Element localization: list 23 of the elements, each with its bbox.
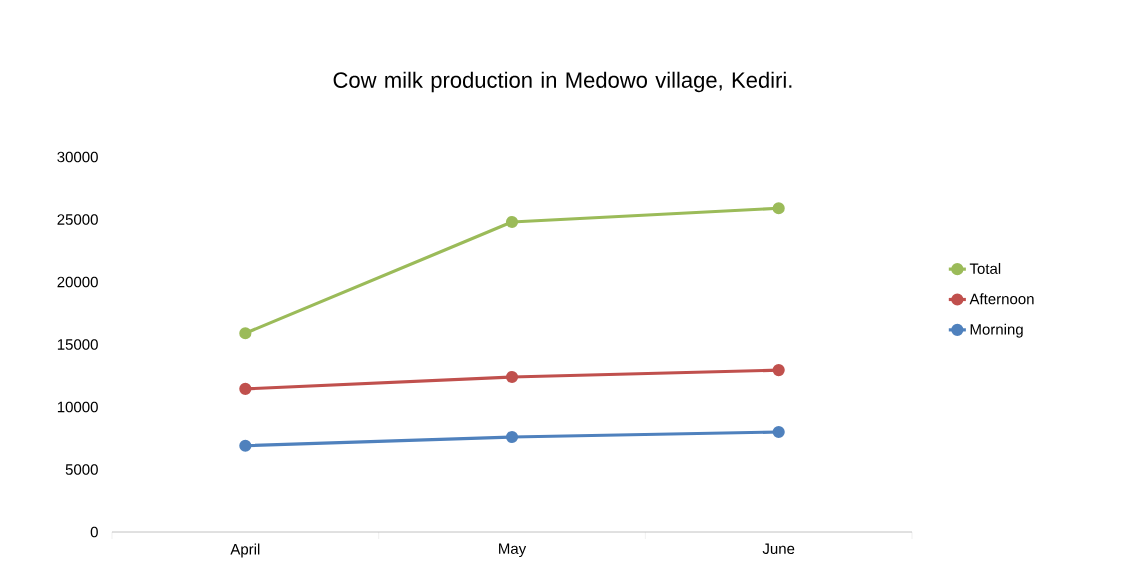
y-tick-label: 10000 (57, 401, 98, 413)
x-tick-label: June (762, 543, 795, 554)
point (505, 430, 519, 444)
legend-label: Total (969, 262, 1001, 274)
legend-label: Morning (970, 323, 1023, 338)
point (239, 439, 252, 452)
y-tick-label: 20000 (57, 276, 98, 288)
y-tick-label: 25000 (57, 214, 98, 225)
y-tick-label: 0 (90, 526, 98, 538)
x-tick-label: April (230, 543, 260, 558)
y-tick-label: 5000 (65, 464, 98, 475)
point (772, 425, 785, 439)
y-tick-label: 15000 (57, 339, 98, 350)
point (772, 202, 785, 215)
point (239, 382, 252, 395)
point (239, 327, 252, 340)
y-tick-label: 30000 (57, 151, 98, 163)
point (505, 215, 519, 229)
legend-label: Afternoon (969, 293, 1034, 305)
point (505, 370, 519, 384)
point (772, 364, 785, 377)
x-tick-label: May (499, 543, 527, 557)
chart-title: Cow milk production in Medowo village, Kediri. (333, 71, 792, 93)
